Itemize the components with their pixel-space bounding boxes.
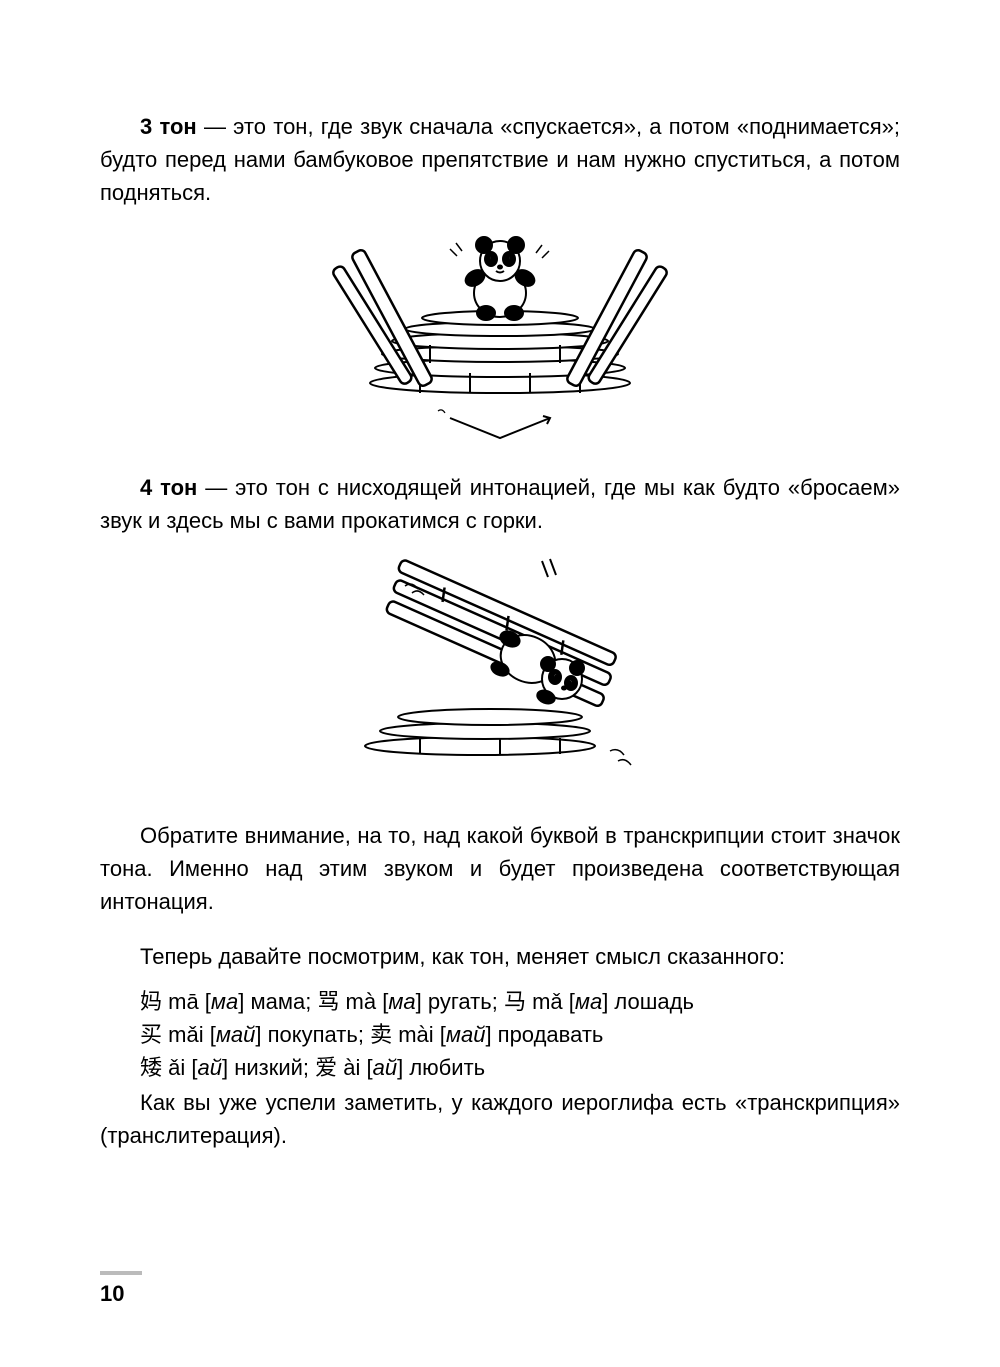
page-number-block: 10 [100,1271,142,1307]
tone4-text: — это тон с нисходящей интонацией, где м… [100,475,900,533]
hanzi: 买 [140,1022,162,1047]
tone3-illustration [100,223,900,443]
hanzi: 矮 [140,1055,162,1080]
hanzi: 骂 [317,989,339,1014]
panda-bamboo-obstacle-icon [330,223,670,443]
lets-see-paragraph: Теперь давайте посмотрим, как тон, меняе… [100,940,900,973]
example-line-1: 妈 mā [ма] мама; 骂 mà [ма] ругать; 马 mǎ [… [100,985,900,1018]
tone3-paragraph: 3 тон — это тон, где звук сначала «спуск… [100,110,900,209]
hanzi: 马 [504,989,526,1014]
conclusion-paragraph: Как вы уже успели заметить, у каждого ие… [100,1086,900,1152]
attention-paragraph: Обратите внимание, на то, над какой букв… [100,819,900,918]
tone3-label: 3 тон [140,114,197,139]
page-number-divider [100,1271,142,1275]
page-content: 3 тон — это тон, где звук сначала «спуск… [0,0,1000,1224]
page-number: 10 [100,1281,142,1307]
hanzi: 爱 [315,1055,337,1080]
example-line-3: 矮 ǎi [ай] низкий; 爱 ài [ай] любить [100,1051,900,1084]
panda-bamboo-slide-icon [350,551,650,791]
tone4-paragraph: 4 тон — это тон с нисходящей интонацией,… [100,471,900,537]
tone4-illustration [100,551,900,791]
tone4-label: 4 тон [140,475,197,500]
hanzi: 卖 [370,1022,392,1047]
examples-block: 妈 mā [ма] мама; 骂 mà [ма] ругать; 马 mǎ [… [100,985,900,1084]
example-line-2: 买 mǎi [май] покупать; 卖 mài [май] продав… [100,1018,900,1051]
hanzi: 妈 [140,989,162,1014]
tone3-text: — это тон, где звук сначала «спускается»… [100,114,900,205]
